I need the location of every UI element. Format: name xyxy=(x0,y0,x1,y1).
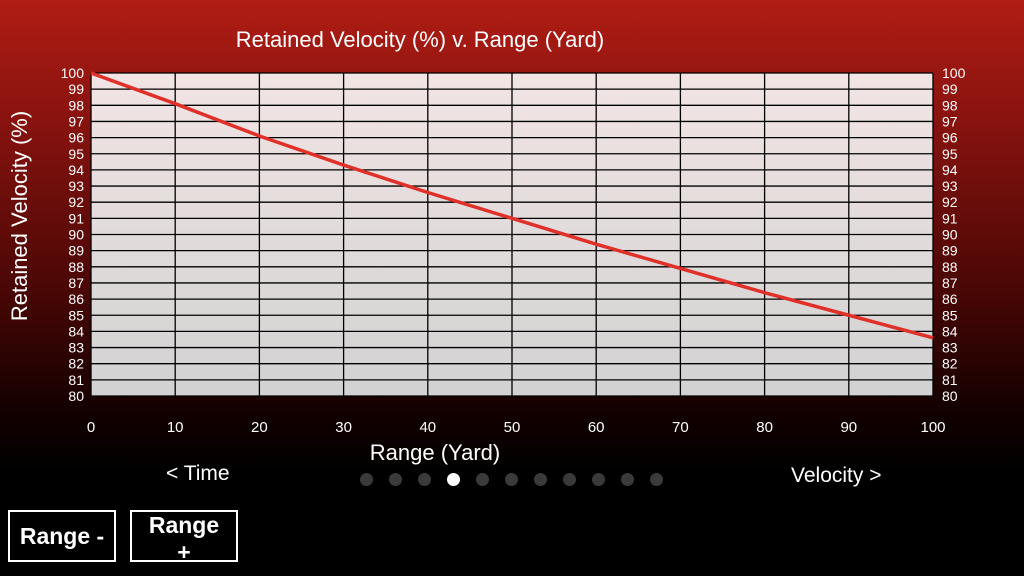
y-tick-left-84: 84 xyxy=(68,323,84,339)
y-tick-left-99: 99 xyxy=(68,81,84,97)
y-tick-right-98: 98 xyxy=(942,97,958,113)
page-dot-8[interactable] xyxy=(563,472,576,486)
page-dot-11[interactable] xyxy=(650,472,663,486)
time-nav-link[interactable]: < Time xyxy=(166,462,230,485)
x-tick-70: 70 xyxy=(672,419,689,436)
x-tick-30: 30 xyxy=(335,419,352,436)
y-tick-right-88: 88 xyxy=(942,259,958,275)
y-tick-left-85: 85 xyxy=(68,307,84,323)
y-tick-right-99: 99 xyxy=(942,81,958,97)
y-tick-right-83: 83 xyxy=(942,340,958,356)
y-tick-right-100: 100 xyxy=(942,65,966,81)
x-tick-60: 60 xyxy=(588,419,605,436)
chart-title: Retained Velocity (%) v. Range (Yard) xyxy=(236,27,604,52)
y-tick-right-81: 81 xyxy=(942,372,958,388)
y-tick-left-97: 97 xyxy=(68,113,84,129)
y-tick-right-96: 96 xyxy=(942,130,958,146)
page-dot-7[interactable] xyxy=(534,472,547,486)
series-line-0 xyxy=(90,71,934,340)
x-tick-10: 10 xyxy=(167,419,184,436)
y-tick-left-87: 87 xyxy=(68,275,84,291)
page-dot-6[interactable] xyxy=(505,472,518,486)
y-tick-left-95: 95 xyxy=(68,146,84,162)
velocity-nav-link[interactable]: Velocity > xyxy=(791,464,882,487)
y-tick-labels-right: 8081828384858687888990919293949596979899… xyxy=(942,65,966,404)
range-minus-button[interactable]: Range - xyxy=(8,510,116,562)
y-tick-left-83: 83 xyxy=(68,340,84,356)
y-tick-left-89: 89 xyxy=(68,243,84,259)
y-tick-left-93: 93 xyxy=(68,178,84,194)
page-dot-4[interactable] xyxy=(447,472,460,486)
y-tick-right-92: 92 xyxy=(942,194,958,210)
y-tick-right-94: 94 xyxy=(942,162,958,178)
series-layer xyxy=(90,71,934,340)
page-dot-10[interactable] xyxy=(621,472,634,486)
y-tick-left-96: 96 xyxy=(68,130,84,146)
range-plus-button[interactable]: Range + xyxy=(130,510,238,565)
y-tick-right-97: 97 xyxy=(942,113,958,129)
page-dot-2[interactable] xyxy=(389,472,402,486)
page-dot-3[interactable] xyxy=(418,472,431,486)
y-tick-left-94: 94 xyxy=(68,162,84,178)
page-dot-5[interactable] xyxy=(476,472,489,486)
y-tick-right-86: 86 xyxy=(942,291,958,307)
y-tick-right-80: 80 xyxy=(942,388,958,404)
y-tick-right-91: 91 xyxy=(942,210,958,226)
y-tick-left-98: 98 xyxy=(68,97,84,113)
y-tick-left-81: 81 xyxy=(68,372,84,388)
y-tick-left-91: 91 xyxy=(68,210,84,226)
x-tick-0: 0 xyxy=(87,419,95,436)
x-tick-40: 40 xyxy=(419,419,436,436)
y-tick-left-90: 90 xyxy=(68,227,84,243)
x-tick-100: 100 xyxy=(920,419,945,436)
y-tick-right-85: 85 xyxy=(942,307,958,323)
y-tick-left-82: 82 xyxy=(68,356,84,372)
y-tick-labels-left: 8081828384858687888990919293949596979899… xyxy=(61,65,85,404)
x-tick-20: 20 xyxy=(251,419,268,436)
y-tick-left-100: 100 xyxy=(61,65,85,81)
x-tick-80: 80 xyxy=(756,419,773,436)
x-tick-90: 90 xyxy=(840,419,857,436)
y-tick-right-87: 87 xyxy=(942,275,958,291)
y-tick-right-93: 93 xyxy=(942,178,958,194)
y-tick-left-86: 86 xyxy=(68,291,84,307)
velocity-chart: Retained Velocity (%) v. Range (Yard) Re… xyxy=(7,27,966,465)
x-axis-label: Range (Yard) xyxy=(370,440,500,465)
y-tick-left-80: 80 xyxy=(68,388,84,404)
y-tick-right-90: 90 xyxy=(942,227,958,243)
y-tick-right-82: 82 xyxy=(942,356,958,372)
y-tick-left-88: 88 xyxy=(68,259,84,275)
x-tick-50: 50 xyxy=(504,419,521,436)
y-tick-right-95: 95 xyxy=(942,146,958,162)
page-indicator xyxy=(360,472,663,486)
page-dot-1[interactable] xyxy=(360,472,373,486)
x-tick-labels: 0 10 20 30 40 50 60 70 80 90 100 xyxy=(87,419,946,436)
y-tick-right-89: 89 xyxy=(942,243,958,259)
y-tick-left-92: 92 xyxy=(68,194,84,210)
y-tick-right-84: 84 xyxy=(942,323,958,339)
y-axis-label: Retained Velocity (%) xyxy=(7,111,32,321)
grid-lines xyxy=(90,72,934,397)
page-dot-9[interactable] xyxy=(592,472,605,486)
